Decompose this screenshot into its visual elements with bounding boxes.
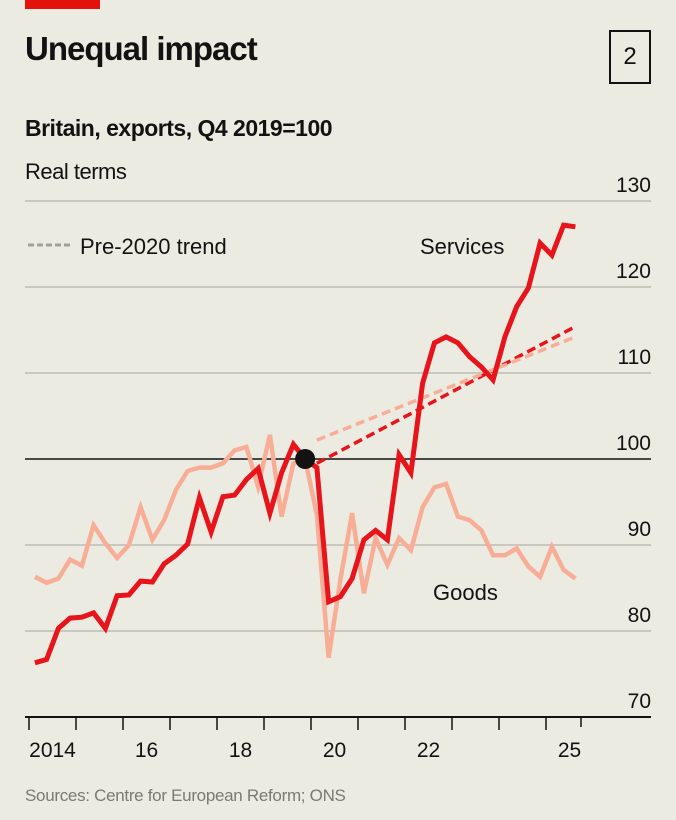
chart-title: Unequal impact (25, 30, 258, 67)
x-tick-label-18: 18 (229, 739, 252, 762)
y-tick-label-100: 100 (616, 432, 651, 455)
x-tick-label-2014: 2014 (29, 739, 76, 762)
x-tick-label-16: 16 (135, 739, 158, 762)
chart-number-badge: 2 (609, 30, 651, 84)
trend-line-services (316, 325, 577, 465)
brand-bar (25, 0, 100, 9)
y-tick-label-80: 80 (628, 604, 651, 627)
y-tick-label-120: 120 (616, 260, 651, 283)
x-tick-label-25: 25 (558, 739, 581, 762)
series-label-services: Services (420, 234, 504, 259)
legend-trend-label: Pre-2020 trend (80, 234, 227, 259)
trend-line-goods (316, 335, 577, 442)
y-tick-label-90: 90 (628, 518, 651, 541)
y-tick-label-110: 110 (618, 346, 651, 369)
source-note: Sources: Centre for European Reform; ONS (25, 786, 346, 805)
chart-unit-note: Real terms (25, 159, 127, 184)
reference-point-marker (295, 449, 316, 469)
y-tick-label-130: 130 (616, 174, 651, 197)
x-tick-label-20: 20 (323, 739, 346, 762)
chart-subtitle: Britain, exports, Q4 2019=100 (25, 115, 333, 141)
x-tick-label-22: 22 (417, 739, 440, 762)
series-label-goods: Goods (433, 580, 498, 605)
y-tick-label-70: 70 (628, 690, 651, 713)
